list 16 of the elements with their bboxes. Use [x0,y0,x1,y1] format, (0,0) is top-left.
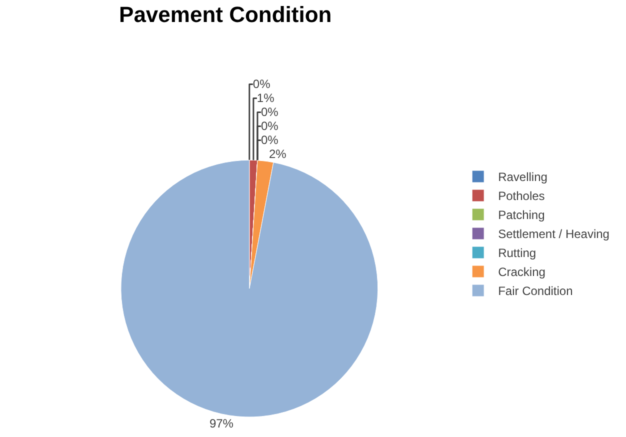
data-label: 97% [209,416,234,430]
legend-label: Potholes [498,189,545,204]
legend-label: Rutting [498,246,536,260]
pie-slice [120,160,378,418]
data-label: 2% [269,147,287,162]
legend-label: Cracking [498,265,546,280]
text: 0% [252,77,270,92]
text: 0% [260,119,278,134]
legend-label: Ravelling [498,170,548,184]
legend-label: Fair Condition [498,284,573,298]
text: 0% [260,133,278,148]
legend-label: Patching [498,208,545,222]
chart-title: Pavement Condition [119,2,332,27]
data-label: 1% [256,91,275,106]
legend-label: Settlement / Heaving [498,227,610,242]
text: 0% [260,105,278,120]
